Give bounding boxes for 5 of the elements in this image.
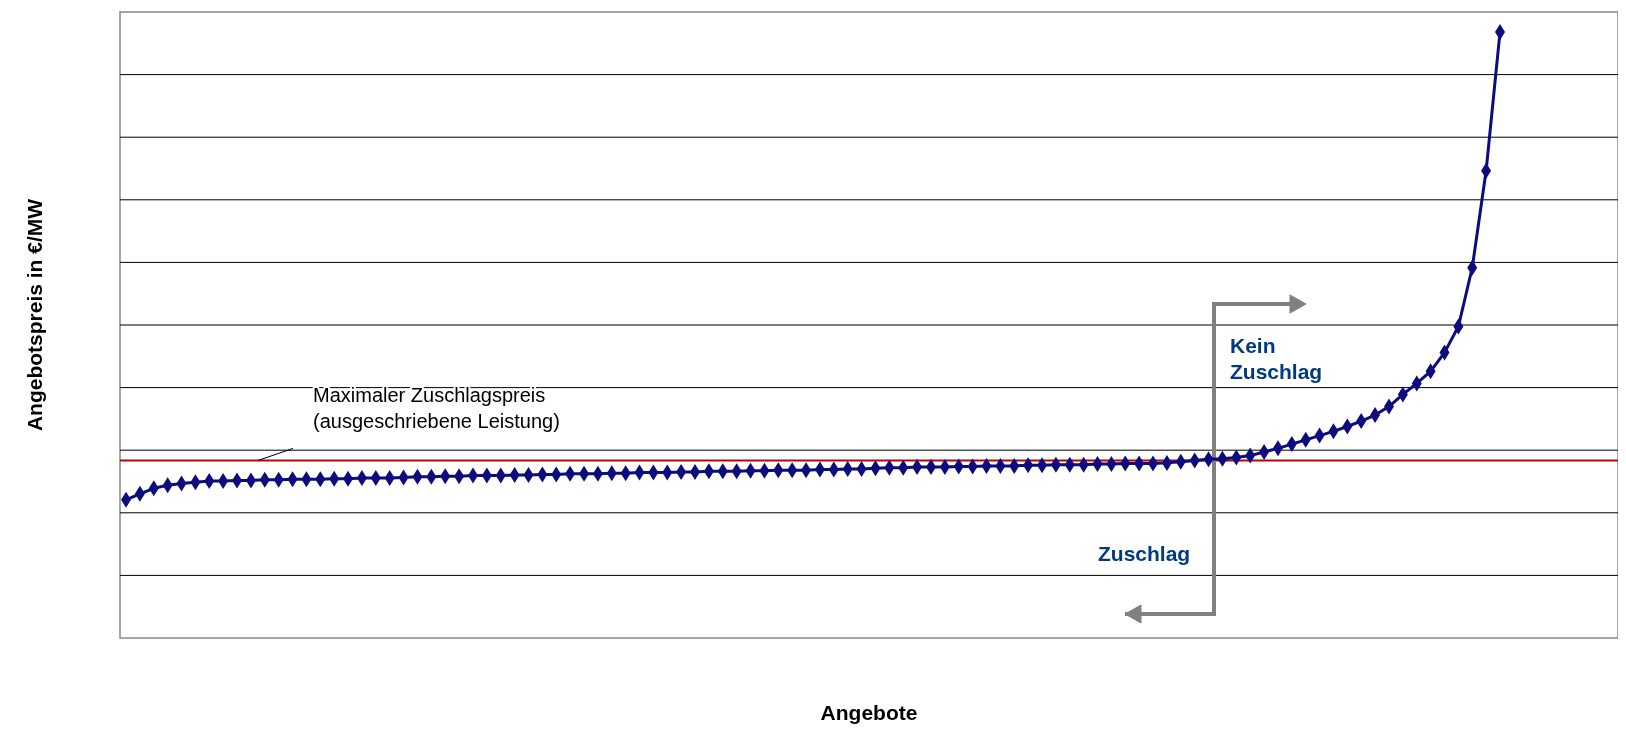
annotation: Zuschlag — [1098, 542, 1191, 565]
x-axis-title: Angebote — [820, 701, 918, 724]
annotation: Kein Zuschlag — [1230, 334, 1323, 383]
ref-line-label: Maximaler Zuschlagspreis (ausgeschriebene Leistung) — [313, 384, 560, 433]
y-axis-title: Angebotspreis in €/MW — [23, 198, 46, 432]
